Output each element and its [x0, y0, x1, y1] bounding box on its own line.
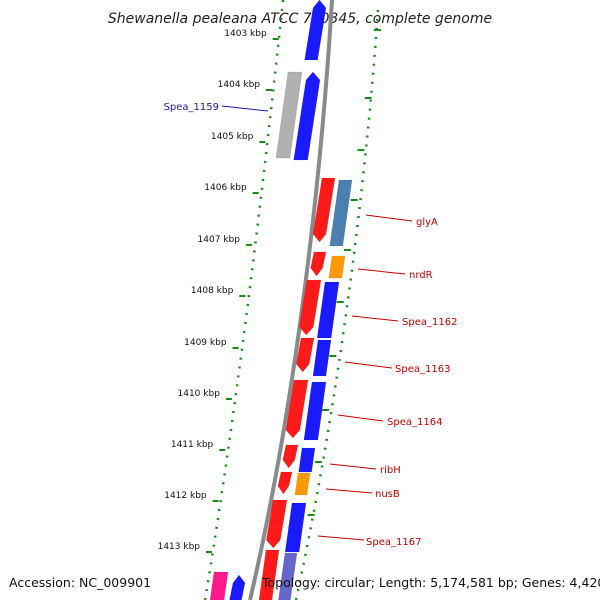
gene-label-right: ribH — [380, 465, 401, 476]
tick-label: 1408 kbp — [191, 286, 234, 296]
forward-cds-arrow — [312, 177, 336, 243]
tick-group: 1403 kbp 1404 kbp 1405 kbp 1406 kbp 1407 kbp… — [158, 29, 381, 553]
tick-label: 1403 kbp — [224, 29, 267, 39]
reverse-cds-box — [303, 381, 327, 441]
tick-label: 1412 kbp — [164, 491, 207, 501]
forward-cds-arrow — [277, 471, 293, 495]
genome-backbone — [248, 0, 334, 600]
label-leader-line — [344, 361, 393, 369]
tick-label: 1413 kbp — [158, 542, 201, 552]
label-leader-line — [221, 105, 269, 112]
reverse-cds-arrow — [293, 71, 321, 161]
label-leader-line — [351, 315, 399, 322]
label-leader-line — [317, 535, 365, 541]
gene-label-right: Spea_1167 — [366, 537, 421, 548]
tick-label: 1405 kbp — [211, 132, 254, 142]
tick-label: 1404 kbp — [218, 80, 261, 90]
genome-summary-text: Topology: circular; Length: 5,174,581 bp… — [261, 575, 600, 590]
gene-label-right: nusB — [375, 489, 400, 500]
reverse-cds-box — [284, 502, 307, 553]
tick-label: 1411 kbp — [171, 440, 214, 450]
forward-cds-arrow — [310, 251, 327, 277]
gene-label-right: glyA — [416, 217, 438, 228]
gene-label-right: Spea_1164 — [387, 417, 442, 428]
gene-label-right: Spea_1162 — [402, 317, 457, 328]
reverse-cds-arrow — [229, 574, 246, 600]
forward-cds-box — [258, 549, 280, 600]
gene-label-right: nrdR — [409, 270, 433, 281]
magenta-feature — [209, 571, 229, 600]
tick-label: 1407 kbp — [198, 235, 241, 245]
steel-blue-feature — [329, 179, 353, 247]
forward-cds-arrow — [285, 379, 309, 439]
gene-label-right: Spea_1163 — [395, 364, 450, 375]
label-leader-line — [337, 414, 384, 422]
tick-label: 1409 kbp — [184, 338, 227, 348]
orange-feature — [294, 472, 311, 496]
pseudo-gene-box — [275, 71, 303, 159]
feature-group — [209, 0, 353, 600]
forward-cds-arrow — [266, 499, 288, 549]
accession-text: Accession: NC_009901 — [9, 575, 151, 590]
forward-cds-arrow — [282, 444, 299, 469]
forward-cds-arrow — [295, 337, 315, 373]
forward-cds-arrow — [299, 279, 322, 336]
label-leader-line — [325, 488, 373, 494]
reverse-cds-box — [316, 281, 340, 339]
reverse-cds-arrow — [304, 0, 327, 61]
label-leader-line — [357, 268, 406, 275]
tick-label: 1410 kbp — [178, 389, 221, 399]
label-leader-line — [365, 214, 413, 222]
orange-feature — [328, 255, 346, 279]
reverse-cds-box — [312, 339, 332, 377]
reverse-cds-box — [278, 552, 298, 600]
gene-label-left: Spea_1159 — [164, 102, 219, 113]
label-group: Spea_1159 glyA nrdR Spea_1162 Spea_1163 Spea_… — [164, 102, 458, 548]
reverse-cds-box — [298, 447, 316, 473]
outer-dotted-guide — [294, 9, 380, 600]
genome-title: Shewanella pealeana ATCC 700345, complet… — [108, 11, 492, 27]
tick-label: 1406 kbp — [204, 183, 247, 193]
label-leader-line — [329, 463, 377, 470]
